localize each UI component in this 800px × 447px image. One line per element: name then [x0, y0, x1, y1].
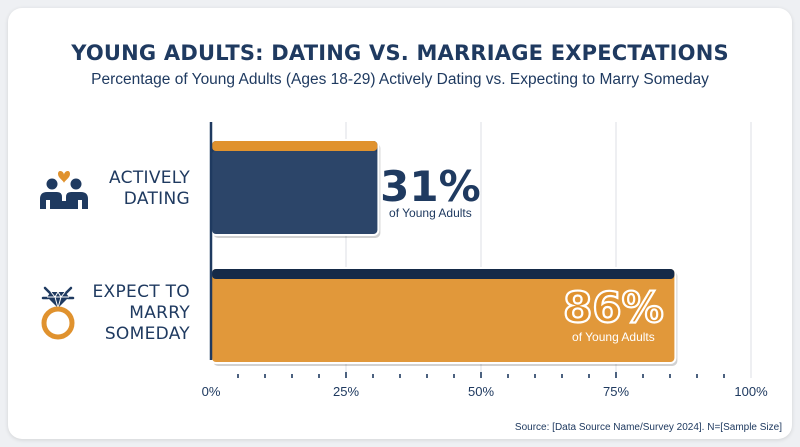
category-label-actively-dating: ACTIVELY DATING [60, 168, 190, 210]
value-label-expect-to-marry: 86% [563, 283, 664, 332]
x-tick-label: 50% [468, 384, 494, 399]
value-label-actively-dating: 31% [380, 162, 481, 211]
x-tick-label: 75% [603, 384, 629, 399]
value-caption-actively-dating: of Young Adults [389, 206, 472, 220]
bars [210, 139, 678, 366]
x-tick-label: 25% [333, 384, 359, 399]
category-label-line: MARRY [129, 303, 190, 323]
chart-title: YOUNG ADULTS: DATING VS. MARRIAGE EXPECT… [71, 41, 729, 65]
bar-sheen [212, 151, 378, 234]
bar-actively-dating [210, 139, 381, 238]
chart-card [8, 8, 792, 439]
couple-with-heart-icon [40, 171, 88, 209]
bar-expect-to-marry [210, 267, 678, 366]
value-caption-expect-to-marry: of Young Adults [572, 330, 655, 344]
diamond-ring-icon [41, 286, 75, 340]
x-axis: 0% 25% 50% 75% 100% [202, 122, 768, 399]
bar-top-stripe [212, 141, 378, 151]
category-label-line: DATING [123, 189, 190, 209]
category-label-line: ACTIVELY [109, 168, 190, 188]
source-note: Source: [Data Source Name/Survey 2024]. … [515, 422, 782, 433]
bar-sheen [212, 279, 675, 362]
category-label-line: EXPECT TO [92, 282, 190, 302]
bar-top-stripe [212, 269, 675, 279]
category-label-expect-to-marry: EXPECT TO MARRY SOMEDAY [60, 282, 190, 345]
category-label-line: SOMEDAY [104, 324, 190, 344]
chart-subtitle: Percentage of Young Adults (Ages 18-29) … [91, 71, 709, 88]
x-tick-label: 0% [202, 384, 221, 399]
x-tick-label: 100% [734, 384, 768, 399]
